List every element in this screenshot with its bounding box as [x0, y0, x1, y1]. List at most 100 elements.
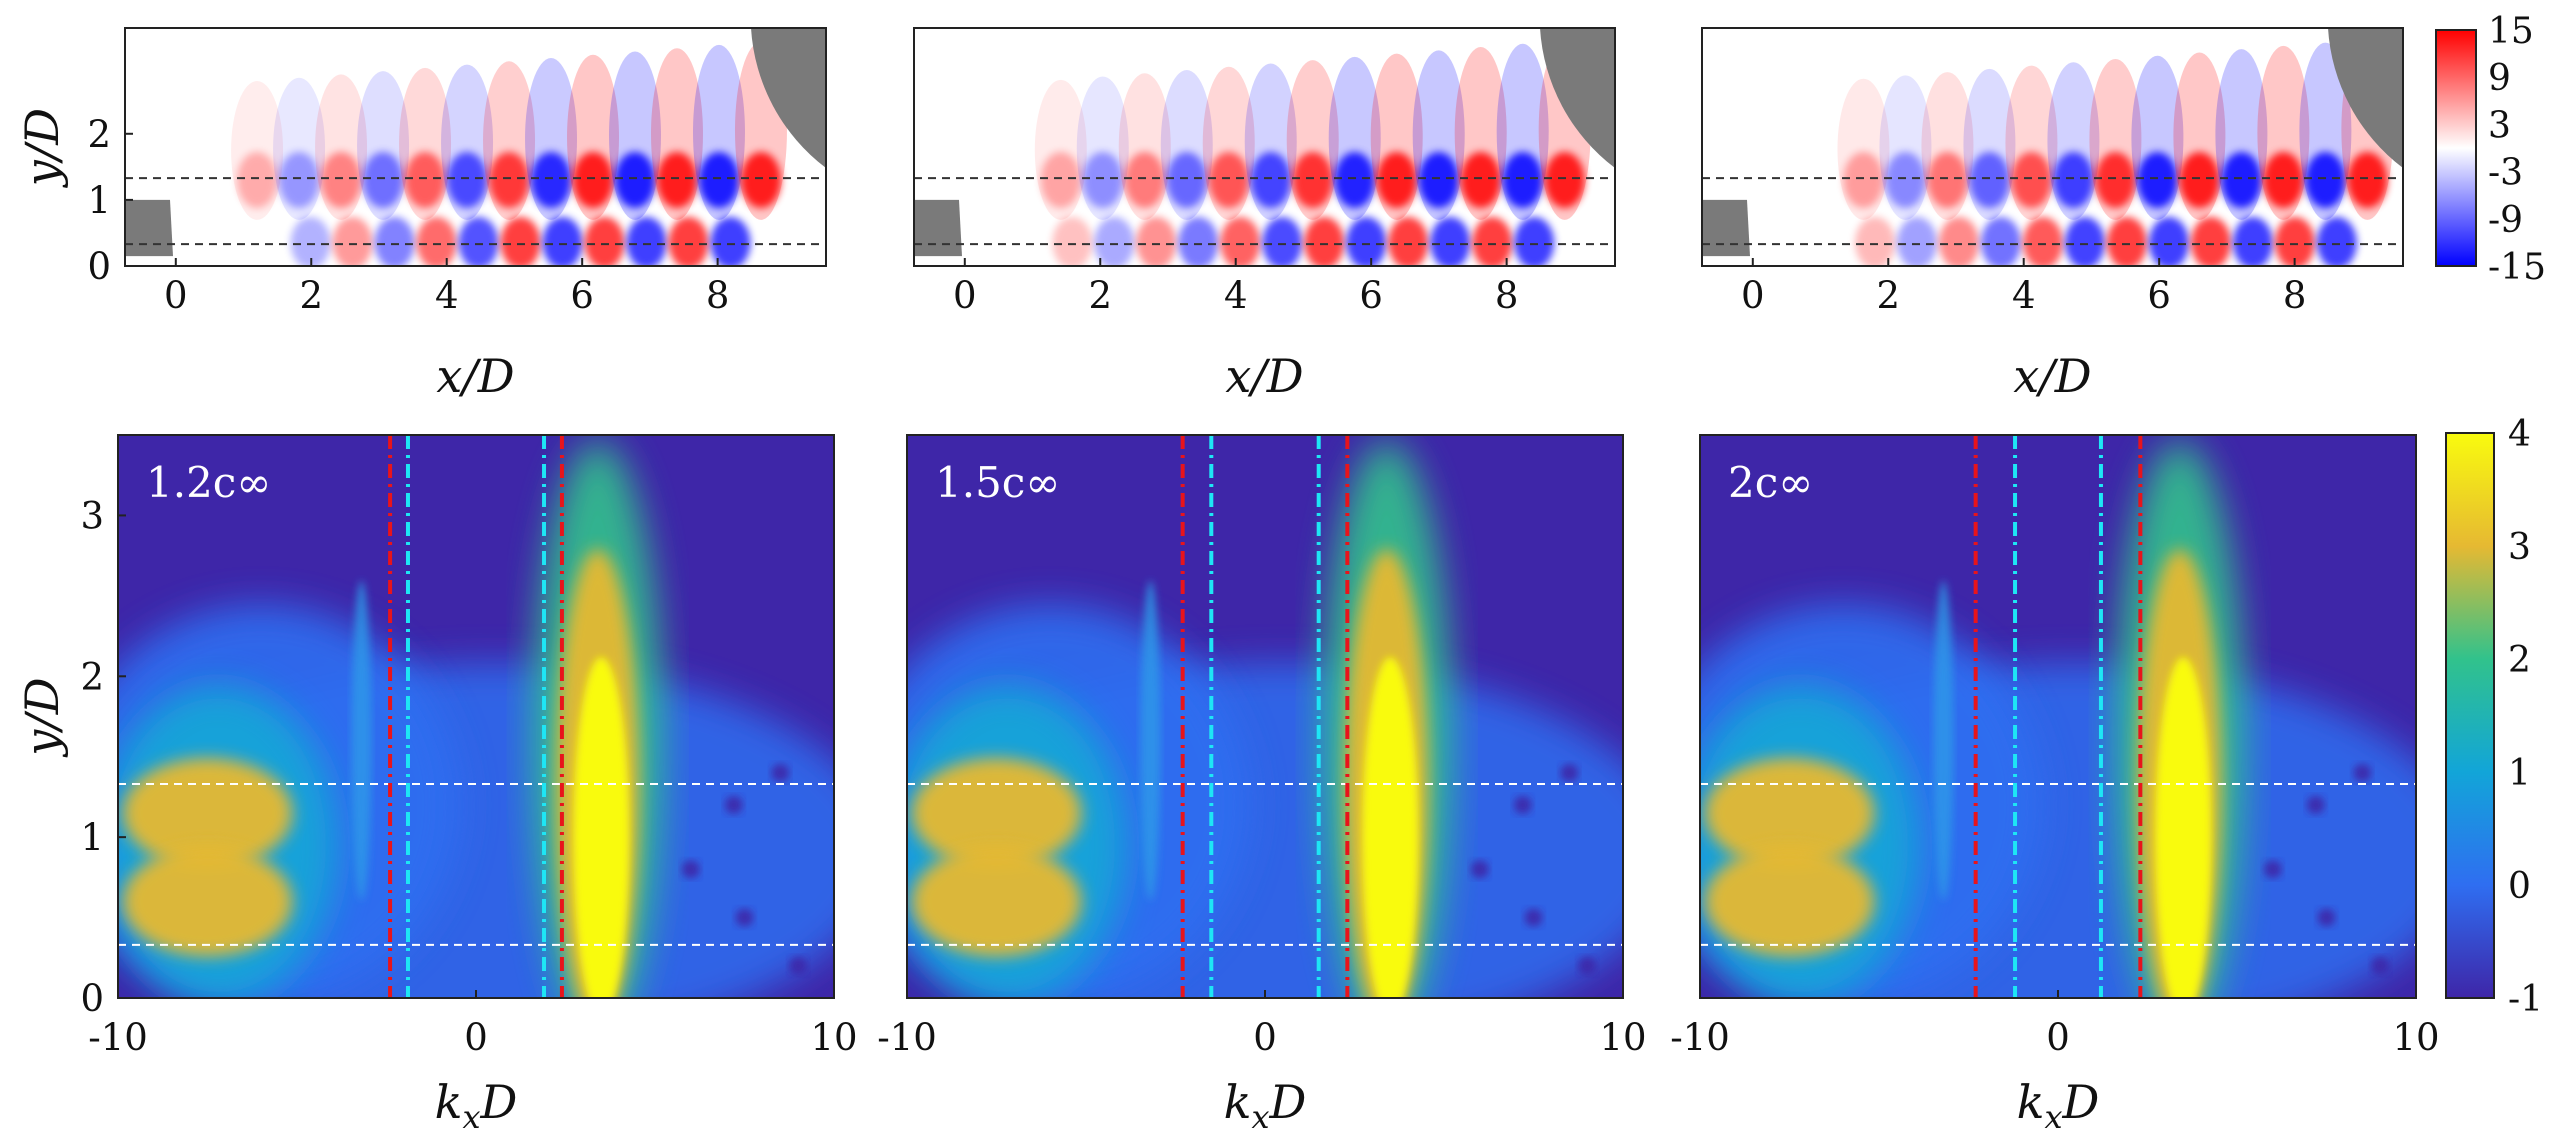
top-colorbar: 15 9 3 -3 -9 -15 [2435, 11, 2546, 288]
core-upper [1082, 152, 1123, 209]
bottom-colorbar: 4 3 2 1 0 -1 [2445, 414, 2543, 1020]
core-upper [573, 152, 614, 209]
x-tick-label: 2 [299, 274, 323, 317]
core-upper [2263, 152, 2304, 209]
x-tick-label: 0 [2046, 1016, 2070, 1059]
core-lower [2022, 216, 2063, 266]
x-axis-label-sub: x [2044, 1098, 2062, 1136]
x-tick-label: 8 [2283, 274, 2307, 317]
core-upper [2347, 152, 2388, 209]
lobe-upper [911, 758, 1082, 869]
top-panel-3: 0 2 4 6 8 x/D [1701, 27, 2404, 403]
spectrum-field [1700, 435, 2416, 998]
colorbar-tick: 3 [2508, 527, 2531, 568]
core-lower [374, 216, 415, 266]
y-tick-label: 1 [87, 179, 111, 222]
core-upper [2179, 152, 2220, 209]
colorbar-tick: 2 [2508, 640, 2531, 681]
x-axis-label-k: k [435, 1075, 463, 1129]
core-upper [2137, 152, 2178, 209]
core-lower [1472, 216, 1513, 266]
nozzle-shape [125, 199, 173, 257]
speckle [1578, 956, 1597, 975]
core-lower [290, 216, 331, 266]
core-upper [1502, 152, 1543, 209]
wall-shape [2328, 28, 2403, 168]
core-upper [1544, 152, 1585, 209]
core-upper [2095, 152, 2136, 209]
wave-field [914, 28, 1615, 266]
bottom-panel-2: 1.5c∞ -10 0 10 kxD [877, 434, 1647, 1136]
x-tick-label: -10 [1670, 1016, 1730, 1059]
x-tick-label: -10 [88, 1016, 148, 1059]
x-tick-label: 4 [2012, 274, 2036, 317]
core-upper [698, 152, 739, 209]
nozzle-shape [1702, 199, 1750, 257]
colorbar-tick: 1 [2508, 753, 2531, 794]
speed-label: 1.2c∞ [146, 458, 271, 507]
core-upper [2305, 152, 2346, 209]
core-lower [1052, 216, 1093, 266]
spike [1933, 580, 1954, 901]
x-axis-label: kxD [2017, 1075, 2100, 1136]
colorbar-tick: 15 [2488, 11, 2534, 52]
core-upper [489, 152, 530, 209]
core-upper [1969, 152, 2010, 209]
core-lower [1514, 216, 1555, 266]
x-axis-label: x/D [2013, 349, 2091, 403]
colorbar-body [2435, 29, 2477, 267]
y-tick-label: 2 [80, 655, 104, 698]
core-lower [332, 216, 373, 266]
x-tick-label: 6 [570, 274, 594, 317]
core-lower [1304, 216, 1345, 266]
speed-label: 2c∞ [1728, 458, 1813, 507]
colorbar-body [2445, 432, 2495, 999]
speckle [789, 956, 808, 975]
core-upper [321, 152, 362, 209]
top-panel-1: 0 2 4 6 8 x/D 0 1 2 y/D [15, 27, 827, 403]
x-tick-label: 6 [1359, 274, 1383, 317]
y-axis-label: y/D [15, 108, 69, 188]
x-tick-label: 4 [435, 274, 459, 317]
speckle [2306, 795, 2325, 814]
colorbar-tick: -15 [2488, 247, 2546, 288]
speckle [2263, 860, 2282, 879]
core-lower [1178, 216, 1219, 266]
core-upper [1843, 152, 1884, 209]
bottom-panel-3: 2c∞ -10 0 10 kxD [1670, 434, 2440, 1136]
colorbar-tick: -9 [2488, 200, 2523, 241]
x-tick-label: 4 [1224, 274, 1248, 317]
speckle [1513, 795, 1532, 814]
speckle [724, 795, 743, 814]
spectrum-field [907, 435, 1623, 998]
x-axis-label-k: k [1224, 1075, 1252, 1129]
speckle [2317, 908, 2336, 927]
speckle [735, 908, 754, 927]
spectrum-field [118, 435, 834, 998]
core-upper [447, 152, 488, 209]
y-tick-label: 0 [80, 977, 104, 1020]
speckle [2353, 763, 2372, 782]
top-panel-2: 0 2 4 6 8 x/D [913, 27, 1616, 403]
core-lower [1346, 216, 1387, 266]
speckle [1470, 860, 1489, 879]
x-tick-label: 0 [953, 274, 977, 317]
x-axis-label-d: D [1269, 1075, 1307, 1129]
core-lower [1220, 216, 1261, 266]
core-lower [1136, 216, 1177, 266]
lobe-lower [1704, 846, 1875, 957]
x-tick-label: 0 [164, 274, 188, 317]
core-upper [615, 152, 656, 209]
core-lower [1388, 216, 1429, 266]
lobe-lower [122, 846, 293, 957]
speckle [1560, 763, 1579, 782]
x-tick-label: 0 [1253, 1016, 1277, 1059]
plot-frame [1701, 27, 2404, 267]
colorbar-tick: -1 [2508, 979, 2543, 1020]
x-tick-label: 2 [1876, 274, 1900, 317]
y-tick-label: 3 [80, 494, 104, 537]
wall-shape [1540, 28, 1615, 168]
core-upper [2053, 152, 2094, 209]
core-upper [1040, 152, 1081, 209]
